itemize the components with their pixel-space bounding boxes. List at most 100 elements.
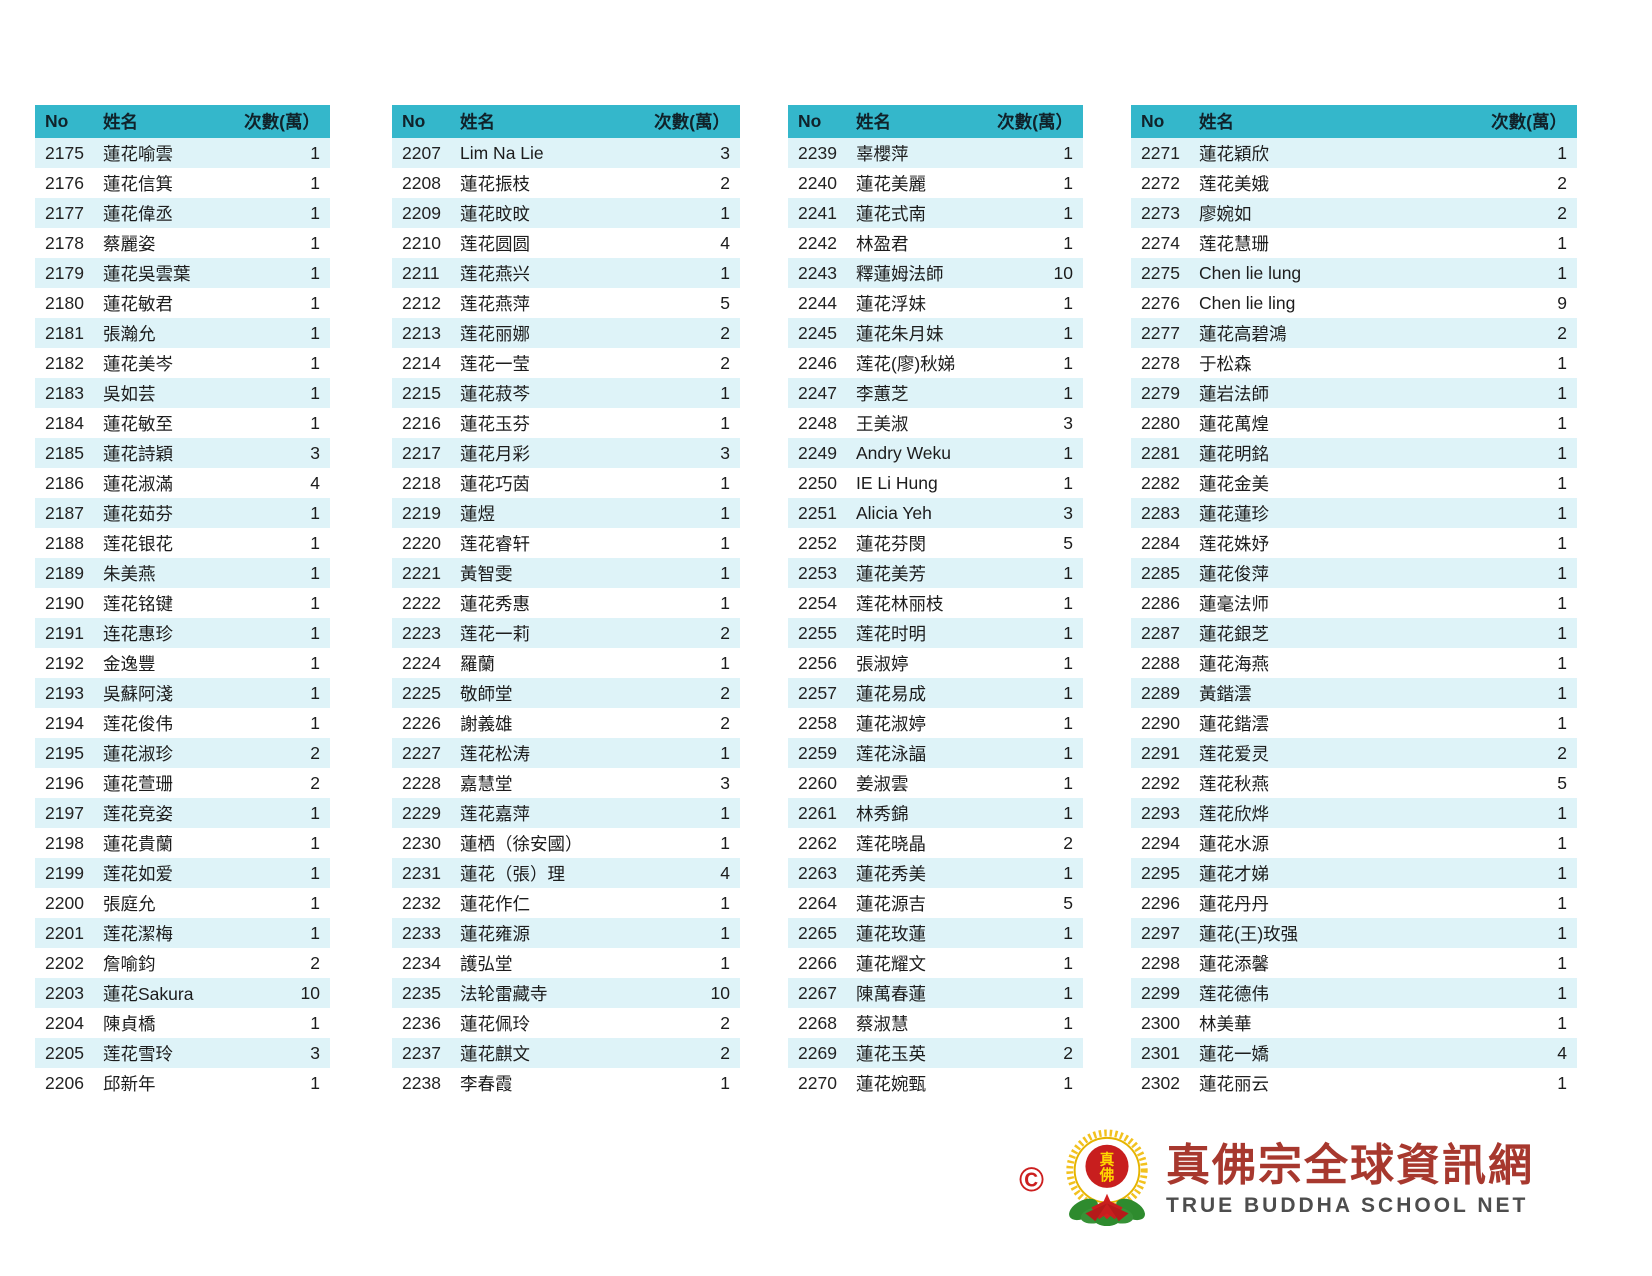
cell-count: 1 bbox=[1063, 202, 1073, 223]
cell-name: 莲花如爱 bbox=[103, 863, 173, 884]
cell-count: 1 bbox=[1063, 472, 1073, 493]
cell-no: 2212 bbox=[402, 292, 441, 313]
cell-count: 1 bbox=[1063, 1072, 1073, 1093]
cell-count: 2 bbox=[720, 682, 730, 703]
cell-name: 蓮花式南 bbox=[856, 203, 926, 224]
table-row: 2291 莲花爱灵 2 bbox=[1131, 738, 1577, 768]
table-row: 2255 莲花时明 1 bbox=[788, 618, 1083, 648]
cell-name: 莲花银花 bbox=[103, 533, 173, 554]
table-row: 2185 蓮花詩穎 3 bbox=[35, 438, 330, 468]
table-row: 2209 蓮花旼旼 1 bbox=[392, 198, 740, 228]
cell-no: 2184 bbox=[45, 412, 84, 433]
cell-count: 4 bbox=[1557, 1042, 1567, 1063]
cell-name: 蓮花Sakura bbox=[103, 983, 194, 1004]
table-row: 2253 蓮花美芳 1 bbox=[788, 558, 1083, 588]
cell-no: 2183 bbox=[45, 382, 84, 403]
cell-no: 2283 bbox=[1141, 502, 1180, 523]
column-header-no: No bbox=[1141, 111, 1165, 131]
cell-no: 2226 bbox=[402, 712, 441, 733]
table-row: 2215 蓮花菽芩 1 bbox=[392, 378, 740, 408]
cell-count: 1 bbox=[1557, 862, 1567, 883]
cell-count: 1 bbox=[1557, 832, 1567, 853]
cell-count: 1 bbox=[1557, 412, 1567, 433]
cell-no: 2281 bbox=[1141, 442, 1180, 463]
table-row: 2235 法轮雷藏寺 10 bbox=[392, 978, 740, 1008]
cell-count: 1 bbox=[1063, 1012, 1073, 1033]
cell-name: 蓮花詩穎 bbox=[103, 443, 173, 464]
cell-no: 2257 bbox=[798, 682, 837, 703]
cell-name: 蔡淑慧 bbox=[856, 1013, 909, 1034]
cell-count: 1 bbox=[720, 502, 730, 523]
column-header-no: No bbox=[798, 111, 822, 131]
table-row: 2262 莲花晓晶 2 bbox=[788, 828, 1083, 858]
cell-count: 1 bbox=[1557, 802, 1567, 823]
cell-count: 3 bbox=[720, 772, 730, 793]
cell-no: 2204 bbox=[45, 1012, 84, 1033]
cell-name: 蓮花丹丹 bbox=[1199, 893, 1269, 914]
cell-count: 10 bbox=[710, 982, 730, 1003]
table-row: 2187 蓮花茹芬 1 bbox=[35, 498, 330, 528]
cell-count: 1 bbox=[310, 172, 320, 193]
cell-no: 2211 bbox=[402, 262, 440, 283]
cell-count: 1 bbox=[1063, 622, 1073, 643]
cell-count: 2 bbox=[1063, 1042, 1073, 1063]
table-row: 2244 蓮花浮妹 1 bbox=[788, 288, 1083, 318]
cell-no: 2238 bbox=[402, 1072, 441, 1093]
cell-name: 蓮花明銘 bbox=[1199, 443, 1269, 464]
table-row: 2258 蓮花淑婷 1 bbox=[788, 708, 1083, 738]
table-row: 2246 莲花(廖)秋娣 1 bbox=[788, 348, 1083, 378]
cell-count: 1 bbox=[720, 412, 730, 433]
cell-name: 莲花燕兴 bbox=[460, 263, 530, 284]
cell-name: 莲花嘉萍 bbox=[460, 803, 530, 824]
cell-name: 蓮花敏至 bbox=[103, 413, 173, 434]
table-row: 2191 连花惠珍 1 bbox=[35, 618, 330, 648]
table-row: 2232 蓮花作仁 1 bbox=[392, 888, 740, 918]
table-row: 2247 李蕙芝 1 bbox=[788, 378, 1083, 408]
cell-count: 1 bbox=[720, 382, 730, 403]
table-row: 2268 蔡淑慧 1 bbox=[788, 1008, 1083, 1038]
cell-count: 1 bbox=[1557, 142, 1567, 163]
cell-name: 蓮花振枝 bbox=[460, 173, 530, 194]
cell-name: 莲花秋燕 bbox=[1199, 773, 1269, 794]
table-row: 2302 蓮花丽云 1 bbox=[1131, 1068, 1577, 1098]
table-row: 2292 莲花秋燕 5 bbox=[1131, 768, 1577, 798]
table-row: 2248 王美淑 3 bbox=[788, 408, 1083, 438]
table-row: 2216 蓮花玉芬 1 bbox=[392, 408, 740, 438]
cell-count: 1 bbox=[1557, 532, 1567, 553]
cell-count: 2 bbox=[1557, 172, 1567, 193]
cell-count: 1 bbox=[310, 832, 320, 853]
cell-no: 2187 bbox=[45, 502, 84, 523]
cell-name: 蓮花旼旼 bbox=[460, 203, 530, 224]
cell-no: 2290 bbox=[1141, 712, 1180, 733]
cell-no: 2274 bbox=[1141, 232, 1180, 253]
cell-count: 5 bbox=[1063, 532, 1073, 553]
table-row: 2276 Chen lie ling 9 bbox=[1131, 288, 1577, 318]
cell-count: 1 bbox=[720, 742, 730, 763]
cell-count: 1 bbox=[310, 502, 320, 523]
cell-no: 2195 bbox=[45, 742, 84, 763]
cell-count: 1 bbox=[1557, 952, 1567, 973]
cell-name: 蓮花信箕 bbox=[103, 173, 173, 194]
logo-title: 真佛宗全球資訊網 bbox=[1166, 1140, 1534, 1190]
cell-count: 1 bbox=[310, 922, 320, 943]
cell-no: 2292 bbox=[1141, 772, 1180, 793]
column-header-name: 姓名 bbox=[856, 112, 891, 132]
table-header-row: No 姓名 次數(萬） bbox=[35, 105, 330, 138]
ranking-tables-container: No 姓名 次數(萬） 2175 蓮花喻雲 1 2176 蓮花信箕 1 2177 蓮花偉丞 1 2178… bbox=[35, 105, 1577, 1098]
table-row: 2193 吳蘇阿淺 1 bbox=[35, 678, 330, 708]
cell-count: 1 bbox=[310, 682, 320, 703]
table-row: 2282 蓮花金美 1 bbox=[1131, 468, 1577, 498]
cell-no: 2237 bbox=[402, 1042, 441, 1063]
cell-name: 莲花松涛 bbox=[460, 743, 530, 764]
cell-name: 黃鍇澐 bbox=[1199, 683, 1252, 704]
table-row: 2208 蓮花振枝 2 bbox=[392, 168, 740, 198]
cell-name: 蓮花金美 bbox=[1199, 473, 1269, 494]
table-row: 2226 謝義雄 2 bbox=[392, 708, 740, 738]
table-row: 2239 辜櫻萍 1 bbox=[788, 138, 1083, 168]
table-row: 2179 蓮花吳雲葉 1 bbox=[35, 258, 330, 288]
table-row: 2195 蓮花淑珍 2 bbox=[35, 738, 330, 768]
table-row: 2238 李春霞 1 bbox=[392, 1068, 740, 1098]
table-row: 2277 蓮花高碧鴻 2 bbox=[1131, 318, 1577, 348]
cell-no: 2179 bbox=[45, 262, 84, 283]
